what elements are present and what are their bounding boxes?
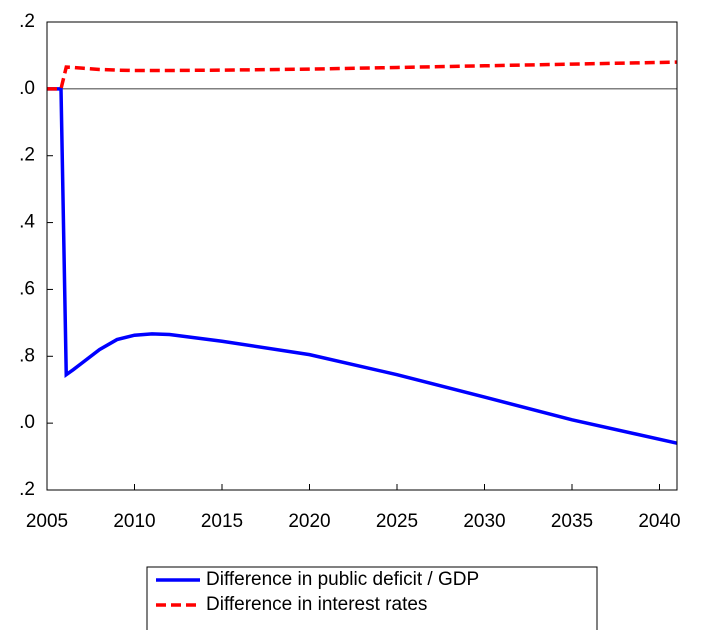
plot-frame — [46, 21, 678, 491]
y-tick-label: .0 — [19, 412, 35, 433]
x-tick-label: 2030 — [463, 511, 505, 532]
y-tick-label: .2 — [19, 479, 35, 500]
y-tick-label: .4 — [19, 212, 35, 233]
legend-box — [146, 566, 598, 630]
y-tick-label: .2 — [19, 145, 35, 166]
y-tick-label: .6 — [19, 278, 35, 299]
x-tick-label: 2015 — [201, 511, 243, 532]
series-line — [47, 60, 678, 91]
x-tick-label: 2010 — [113, 511, 155, 532]
series-line — [47, 87, 678, 445]
x-tick-label: 2040 — [638, 511, 680, 532]
legend-label: Difference in public deficit / GDP — [206, 569, 479, 590]
x-tick-label: 2035 — [551, 511, 593, 532]
legend-label: Difference in interest rates — [206, 594, 427, 615]
y-tick-label: .0 — [19, 78, 35, 99]
x-tick-label: 2005 — [26, 511, 68, 532]
y-tick-label: .2 — [19, 11, 35, 32]
y-tick-label: .8 — [19, 345, 35, 366]
x-tick-label: 2025 — [376, 511, 418, 532]
x-tick-label: 2020 — [288, 511, 330, 532]
